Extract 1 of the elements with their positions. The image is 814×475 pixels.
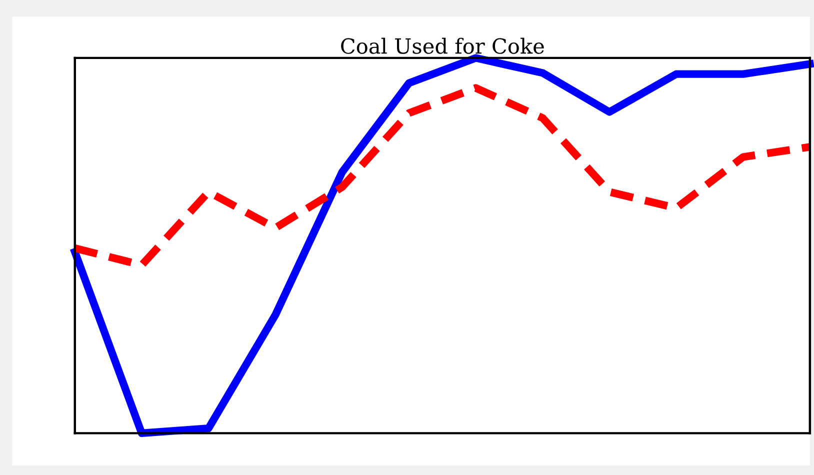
chart-title: Coal Used for Coke: [341, 38, 544, 54]
